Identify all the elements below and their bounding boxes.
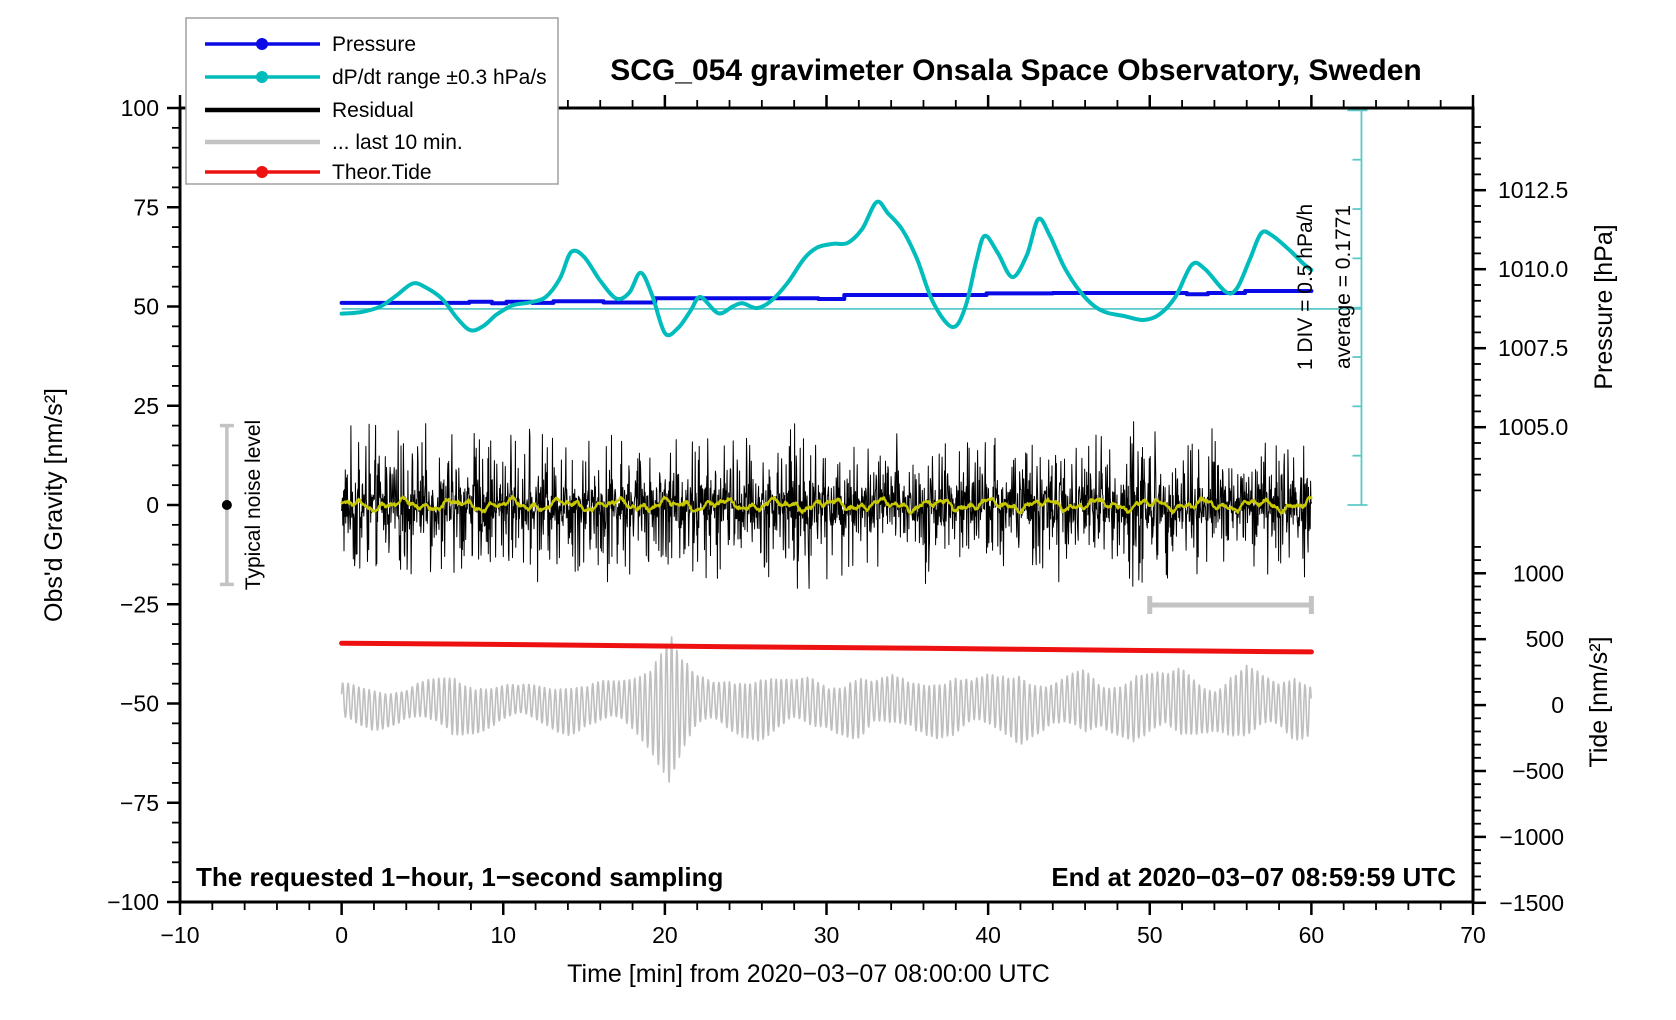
x-tick-label: −10 [160, 922, 199, 948]
y-left-tick-label: 25 [133, 393, 159, 419]
sampling-note: The requested 1−hour, 1−second sampling [196, 862, 723, 892]
x-tick-label: 60 [1299, 922, 1325, 948]
x-tick-label: 20 [652, 922, 678, 948]
pressure-tick-label: 1010.0 [1498, 256, 1568, 282]
x-axis-label: Time [min] from 2020−03−07 08:00:00 UTC [567, 960, 1050, 988]
y-left-tick-label: −25 [120, 591, 159, 617]
ruler-div-label: 1 DIV = 0.5 hPa/h [1294, 204, 1317, 370]
x-tick-label: 30 [814, 922, 840, 948]
noise-center-dot [221, 500, 232, 510]
tide-tick-label: 1000 [1513, 560, 1564, 586]
pressure-tick-label: 1005.0 [1498, 414, 1568, 440]
x-tick-label: 40 [975, 922, 1001, 948]
x-tick-label: 0 [335, 922, 348, 948]
y-left-tick-label: −100 [107, 889, 159, 915]
series-residual [341, 421, 1312, 589]
pressure-tick-label: 1012.5 [1498, 177, 1568, 203]
y-left-tick-label: 50 [133, 294, 159, 320]
pressure-tick-label: 1007.5 [1498, 335, 1568, 361]
legend-item: Pressure [205, 33, 416, 56]
y-left-tick-label: 0 [146, 492, 159, 518]
y-left-axis-label: Obs'd Gravity [nm/s²] [40, 388, 68, 622]
x-tick-label: 70 [1460, 922, 1486, 948]
tide-tick-label: 0 [1551, 692, 1564, 718]
y-left-tick-label: −50 [120, 691, 159, 717]
dpdt-scale-ruler [1347, 109, 1368, 506]
series-pressure [339, 289, 1314, 306]
legend-item: Residual [205, 99, 414, 122]
legend-label: Residual [332, 99, 414, 122]
y-left-tick-label: 100 [121, 95, 159, 121]
legend-label: ... last 10 min. [332, 131, 463, 154]
tide-tick-label: −1000 [1499, 824, 1564, 850]
legend-label: Pressure [332, 33, 416, 56]
end-time-note: End at 2020−03−07 08:59:59 UTC [1051, 862, 1456, 892]
tide-tick-label: −500 [1512, 758, 1564, 784]
pressure-axis-label: Pressure [hPa] [1590, 224, 1618, 389]
ruler-average-label: average = 0.1771 [1332, 205, 1355, 369]
legend: Pressure dP/dt range ±0.3 hPa/s Residual..… [185, 17, 559, 185]
plot-series [219, 109, 1368, 783]
last10-interval-bar [1147, 596, 1314, 615]
tide-axis-label: Tide [nm/s²] [1585, 636, 1613, 767]
legend-label: Theor.Tide [332, 161, 432, 184]
legend-item: dP/dt range ±0.3 hPa/s [205, 66, 547, 89]
legend-marker-dot [256, 166, 268, 178]
legend-item: Theor.Tide [205, 161, 432, 184]
y-left-tick-label: −75 [120, 790, 159, 816]
series-dpdt [339, 199, 1314, 338]
series-residual-smooth [340, 495, 1313, 515]
typical-noise-label: Typical noise level [242, 420, 265, 590]
y-left-tick-label: 75 [133, 194, 159, 220]
series-theor-tide [339, 640, 1314, 655]
x-tick-label: 10 [490, 922, 516, 948]
typical-noise-errorbar [219, 423, 234, 587]
x-tick-label: 50 [1137, 922, 1163, 948]
series-last10min [340, 636, 1312, 783]
legend-label: dP/dt range ±0.3 hPa/s [332, 66, 547, 89]
tide-tick-label: −1500 [1499, 890, 1564, 916]
legend-marker-dot [256, 38, 268, 50]
tide-tick-label: 500 [1526, 626, 1564, 652]
annotations: SCG_054 gravimeter Onsala Space Observat… [196, 54, 1456, 892]
legend-marker-dot [256, 71, 268, 83]
chart-title: SCG_054 gravimeter Onsala Space Observat… [610, 54, 1422, 87]
legend-item: ... last 10 min. [205, 131, 463, 154]
